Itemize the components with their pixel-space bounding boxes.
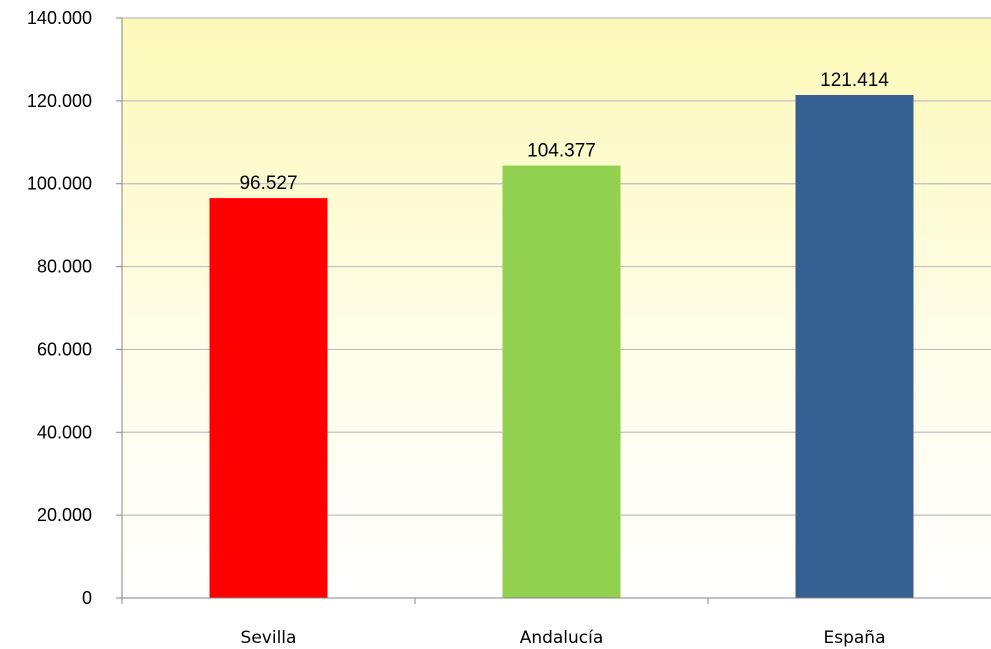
x-axis-ticks: Sevilla Andalucía España bbox=[121, 598, 886, 648]
y-tick-label: 20.000 bbox=[37, 505, 92, 525]
data-label: 121.414 bbox=[820, 70, 889, 91]
bar-españa bbox=[795, 94, 914, 598]
data-labels: 96.527 104.377 121.414 bbox=[239, 70, 889, 194]
y-tick-label: 140.000 bbox=[27, 8, 92, 28]
x-category-label: Andalucía bbox=[520, 628, 604, 648]
y-tick-label: 100.000 bbox=[27, 174, 92, 194]
y-axis-ticks: 0 20.000 40.000 60.000 80.000 100.000 120.000 1… bbox=[27, 8, 122, 608]
bars bbox=[209, 94, 914, 599]
y-tick-label: 40.000 bbox=[37, 422, 92, 442]
bar-sevilla bbox=[209, 198, 328, 599]
y-tick-label: 0 bbox=[82, 588, 92, 608]
x-category-label: España bbox=[824, 628, 886, 648]
x-category-label: Sevilla bbox=[241, 628, 297, 648]
y-tick-label: 80.000 bbox=[37, 257, 92, 277]
data-label: 96.527 bbox=[239, 173, 297, 194]
y-tick-label: 60.000 bbox=[37, 339, 92, 359]
y-tick-label: 120.000 bbox=[27, 91, 92, 111]
data-label: 104.377 bbox=[527, 141, 596, 162]
bar-andalucía bbox=[502, 165, 621, 598]
